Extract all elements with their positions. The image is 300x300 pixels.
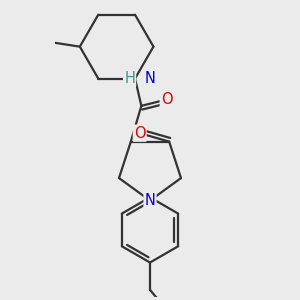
Text: O: O [134, 126, 146, 141]
Text: O: O [161, 92, 172, 107]
Text: N: N [145, 71, 155, 86]
Text: H: H [124, 71, 135, 86]
Text: N: N [145, 193, 155, 208]
